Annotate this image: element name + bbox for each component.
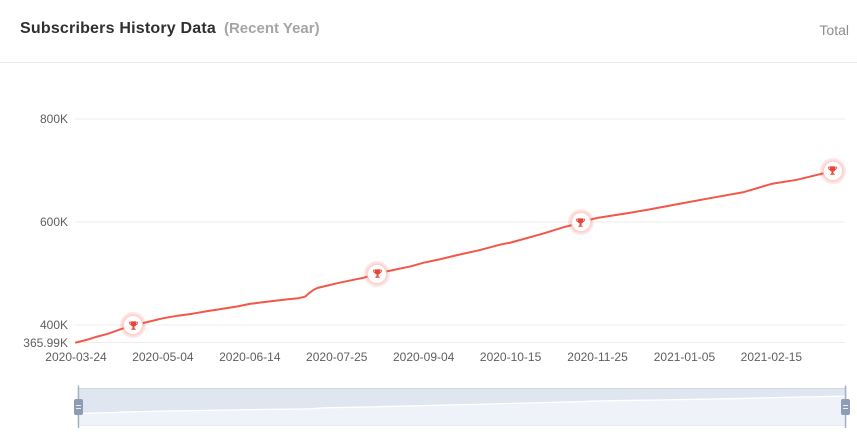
trophy-badge [367, 263, 388, 284]
datazoom-data-line [77, 395, 847, 415]
subscribers-series-line[interactable] [75, 169, 834, 344]
x-axis-label: 2020-03-24 [45, 350, 107, 364]
y-axis-label-365.99k: 365.99K [23, 335, 68, 350]
page-subtitle: (Recent Year) [223, 20, 320, 37]
trophy-badge [570, 212, 591, 232]
gridlines [75, 118, 845, 343]
milestone-trophy-700k[interactable] [819, 157, 846, 184]
trophy-icon [576, 217, 585, 227]
y-axis-label-800k: 800K [39, 112, 68, 126]
milestone-trophy-600k[interactable] [567, 209, 594, 235]
datazoom-track[interactable] [78, 389, 846, 426]
milestone-trophy-400k[interactable] [120, 312, 147, 338]
trophy-icon [372, 269, 382, 278]
total-tab[interactable]: Total [819, 22, 849, 38]
y-axis-label-400k: 400K [39, 318, 68, 332]
datazoom-left-handle[interactable] [74, 399, 83, 415]
milestone-trophy-500k[interactable] [364, 260, 391, 287]
trophy-icon [128, 320, 138, 330]
trophy-badge [123, 315, 144, 335]
x-axis-label: 2020-05-04 [132, 350, 194, 364]
y-axis-label-600k: 600K [39, 215, 68, 229]
trophy-badge [822, 160, 843, 181]
x-axis-label: 2020-09-04 [392, 350, 455, 364]
card-header: Subscribers History Data (Recent Year) T… [0, 0, 857, 63]
x-axis-label: 2020-06-14 [219, 350, 281, 364]
trophy-icon [828, 166, 838, 175]
x-axis-label: 2020-11-25 [567, 350, 628, 364]
datazoom-right-handle[interactable] [841, 399, 850, 415]
x-axis-label: 2020-10-15 [479, 350, 542, 364]
title-row: Subscribers History Data (Recent Year) [20, 20, 320, 38]
x-axis-label: 2020-07-25 [306, 350, 368, 364]
x-axis-label: 2021-01-05 [653, 350, 716, 364]
page-title: Subscribers History Data [20, 20, 216, 37]
datazoom-data-shadow [78, 396, 846, 425]
x-axis-label: 2021-02-15 [740, 350, 803, 364]
